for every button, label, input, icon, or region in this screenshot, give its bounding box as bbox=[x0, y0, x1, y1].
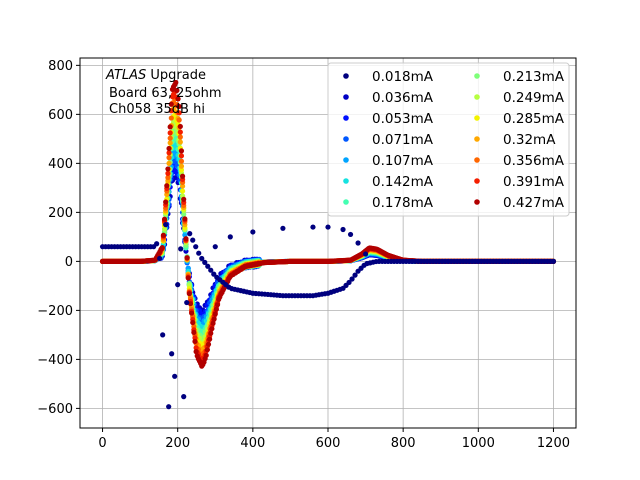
data-point-0.356mA bbox=[167, 135, 173, 141]
data-point-0.427mA bbox=[185, 275, 191, 281]
data-point-0.391mA bbox=[165, 170, 171, 176]
data-point-0.427mA bbox=[167, 124, 173, 130]
data-point-0.427mA bbox=[165, 166, 171, 172]
data-point-0.427mA bbox=[214, 302, 221, 308]
data-point-0.427mA bbox=[177, 123, 183, 130]
data-point-0.213mA bbox=[181, 211, 187, 217]
data-point-0.391mA bbox=[192, 335, 198, 341]
data-point-0.427mA bbox=[208, 330, 214, 336]
data-point-0.427mA bbox=[203, 352, 209, 358]
data-point-0.391mA bbox=[167, 130, 173, 136]
data-point-0.356mA bbox=[165, 174, 171, 181]
data-point-0.32mA bbox=[167, 140, 173, 146]
data-point-0.427mA bbox=[204, 347, 210, 353]
data-point-0.427mA bbox=[191, 329, 197, 336]
data-point-0.427mA bbox=[184, 255, 190, 261]
data-point-0.32mA bbox=[178, 163, 185, 169]
data-point-0.427mA bbox=[211, 316, 217, 322]
data-points bbox=[99, 79, 557, 410]
data-point-0.427mA bbox=[183, 236, 189, 242]
data-point-0.32mA bbox=[166, 160, 172, 166]
data-point-0.427mA bbox=[182, 216, 188, 222]
data-point-0.285mA bbox=[178, 167, 185, 173]
data-point-0.391mA bbox=[193, 345, 199, 351]
data-point-0.356mA bbox=[168, 115, 174, 121]
data-point-0.356mA bbox=[177, 134, 183, 140]
data-point-0.427mA bbox=[159, 245, 165, 251]
data-point-0.32mA bbox=[179, 183, 186, 189]
data-point-0.427mA bbox=[207, 336, 213, 342]
data-point-0.427mA bbox=[210, 320, 216, 326]
data-point-0.427mA bbox=[168, 101, 174, 107]
data-point-0.427mA bbox=[173, 79, 179, 86]
data-point-0.427mA bbox=[178, 148, 185, 154]
data-point-0.391mA bbox=[166, 150, 172, 156]
data-point-0.427mA bbox=[176, 103, 182, 110]
data-point-0.427mA bbox=[186, 291, 192, 297]
data-point-0.391mA bbox=[168, 108, 174, 114]
data-point-0.356mA bbox=[176, 117, 182, 123]
data-point-0.427mA bbox=[213, 306, 219, 312]
data-point-0.427mA bbox=[175, 96, 181, 102]
data-point-0.356mA bbox=[166, 155, 172, 161]
data-point-0.427mA bbox=[163, 199, 169, 205]
data-point-0.427mA bbox=[161, 216, 168, 222]
data-point-0.427mA bbox=[190, 319, 196, 326]
data-point-0.427mA bbox=[181, 196, 187, 202]
data-point-0.427mA bbox=[174, 87, 180, 94]
data-point-0.427mA bbox=[205, 341, 212, 347]
data-point-0.427mA bbox=[212, 311, 218, 317]
data-point-0.285mA bbox=[179, 188, 186, 194]
data-point-0.427mA bbox=[179, 173, 186, 179]
data-point-0.427mA bbox=[189, 310, 195, 316]
data-point-0.32mA bbox=[177, 139, 183, 145]
data-point-0.427mA bbox=[209, 326, 215, 332]
data-point-0.427mA bbox=[192, 338, 198, 345]
data-point-0.427mA bbox=[164, 183, 170, 189]
data-point-0.391mA bbox=[178, 153, 185, 159]
data-point-0.427mA bbox=[166, 145, 172, 152]
data-point-0.356mA bbox=[178, 158, 185, 164]
data-point-0.427mA bbox=[193, 349, 199, 355]
data-point-0.427mA bbox=[160, 232, 167, 238]
data-point-0.391mA bbox=[176, 110, 182, 116]
data-point-0.391mA bbox=[177, 129, 183, 135]
